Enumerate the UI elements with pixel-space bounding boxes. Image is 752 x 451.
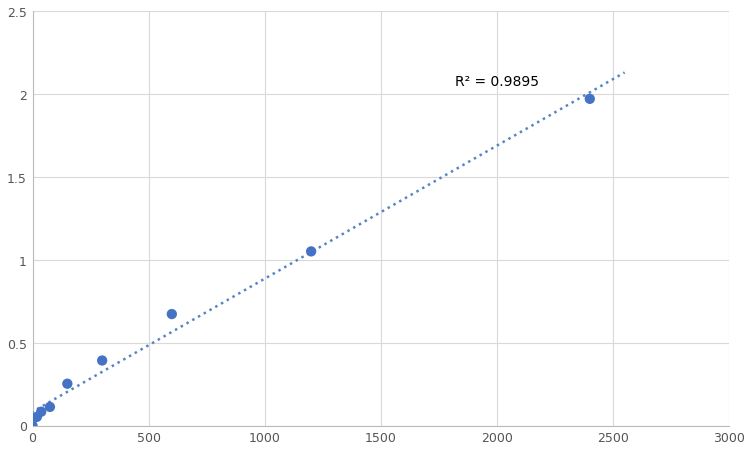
Point bbox=[35, 408, 47, 415]
Text: R² = 0.9895: R² = 0.9895 bbox=[455, 74, 539, 88]
Point bbox=[305, 248, 317, 255]
Point bbox=[44, 403, 56, 410]
Point bbox=[96, 357, 108, 364]
Point bbox=[165, 311, 177, 318]
Point bbox=[584, 96, 596, 103]
Point bbox=[26, 422, 38, 429]
Point bbox=[62, 380, 74, 387]
Point bbox=[31, 414, 43, 421]
